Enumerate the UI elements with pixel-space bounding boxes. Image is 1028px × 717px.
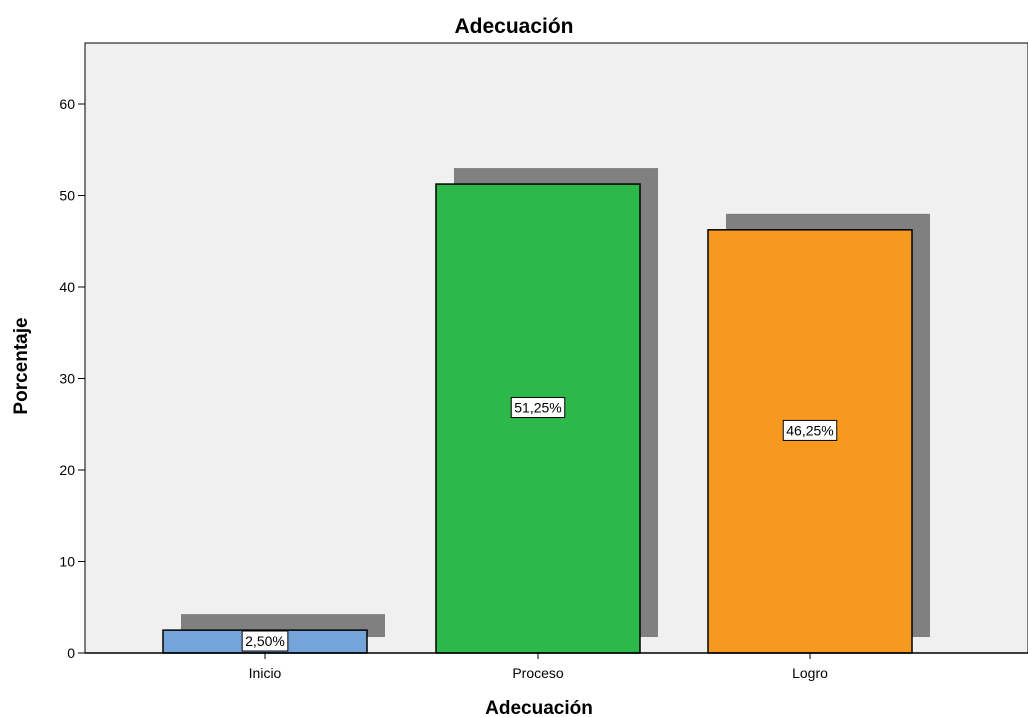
chart-title: Adecuación — [454, 15, 573, 38]
data-label-box — [782, 419, 838, 441]
y-axis: 0 10 20 30 40 50 60 — [59, 96, 85, 661]
data-label-inicio: 2,50% — [241, 630, 289, 652]
data-labels: 2,50% 51,25% 46,25% — [241, 397, 838, 652]
x-tick-label-inicio: Inicio — [249, 665, 282, 681]
x-axis-label: Adecuación — [485, 698, 593, 717]
y-tick-label-20: 20 — [59, 462, 75, 478]
x-tick-label-logro: Logro — [792, 665, 828, 681]
bar-proceso — [435, 183, 641, 654]
y-tick-label-0: 0 — [67, 645, 75, 661]
data-label-box — [241, 630, 289, 652]
data-label-box — [510, 397, 566, 419]
data-label-text: 46,25% — [786, 422, 833, 438]
y-tick-label-30: 30 — [59, 371, 75, 387]
data-label-proceso: 51,25% — [510, 397, 566, 419]
data-label-text: 51,25% — [514, 400, 561, 416]
y-tick-label-60: 60 — [59, 96, 75, 112]
x-tick-label-proceso: Proceso — [512, 665, 564, 681]
y-tick-label-50: 50 — [59, 188, 75, 204]
data-label-text: 2,50% — [245, 633, 285, 649]
y-tick-label-10: 10 — [59, 554, 75, 570]
x-axis: Inicio Proceso Logro — [85, 652, 1028, 681]
y-tick-label-40: 40 — [59, 279, 75, 295]
bar-logro — [707, 229, 913, 654]
y-axis-label: Porcentaje — [11, 317, 32, 414]
bars — [162, 183, 913, 654]
data-label-logro: 46,25% — [782, 419, 838, 441]
